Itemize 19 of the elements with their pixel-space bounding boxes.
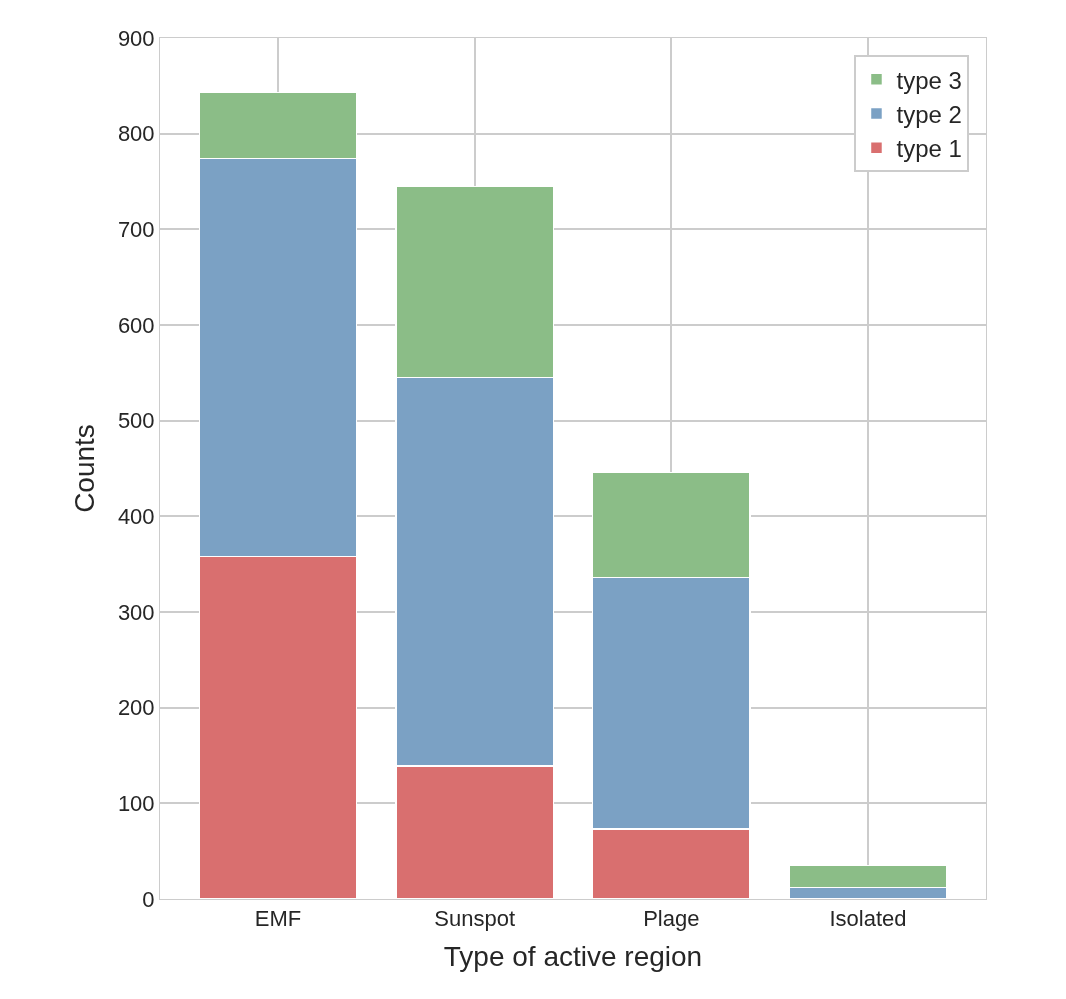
- y-tick-label: 500: [117, 408, 155, 434]
- x-tick-label: Isolated: [829, 906, 907, 932]
- x-tick-label: Plage: [643, 906, 700, 932]
- y-tick-label: 200: [117, 695, 155, 721]
- y-tick-label: 800: [117, 121, 155, 147]
- y-axis-title: Counts: [68, 424, 100, 513]
- legend-label: type 1: [896, 135, 962, 163]
- y-tick-label: 600: [117, 312, 155, 338]
- y-tick-label: 0: [142, 886, 155, 912]
- legend-label: type 2: [896, 100, 962, 128]
- y-tick-label: 700: [117, 217, 155, 243]
- y-tick-label: 300: [117, 599, 155, 625]
- y-tick-label: 400: [117, 504, 155, 530]
- y-tick-label: 900: [117, 25, 155, 51]
- x-tick-label: EMF: [254, 906, 302, 932]
- x-axis-title: Type of active region: [443, 940, 703, 972]
- x-tick-label: Sunspot: [434, 906, 516, 932]
- legend-label: type 3: [896, 66, 962, 94]
- y-tick-label: 100: [117, 791, 155, 817]
